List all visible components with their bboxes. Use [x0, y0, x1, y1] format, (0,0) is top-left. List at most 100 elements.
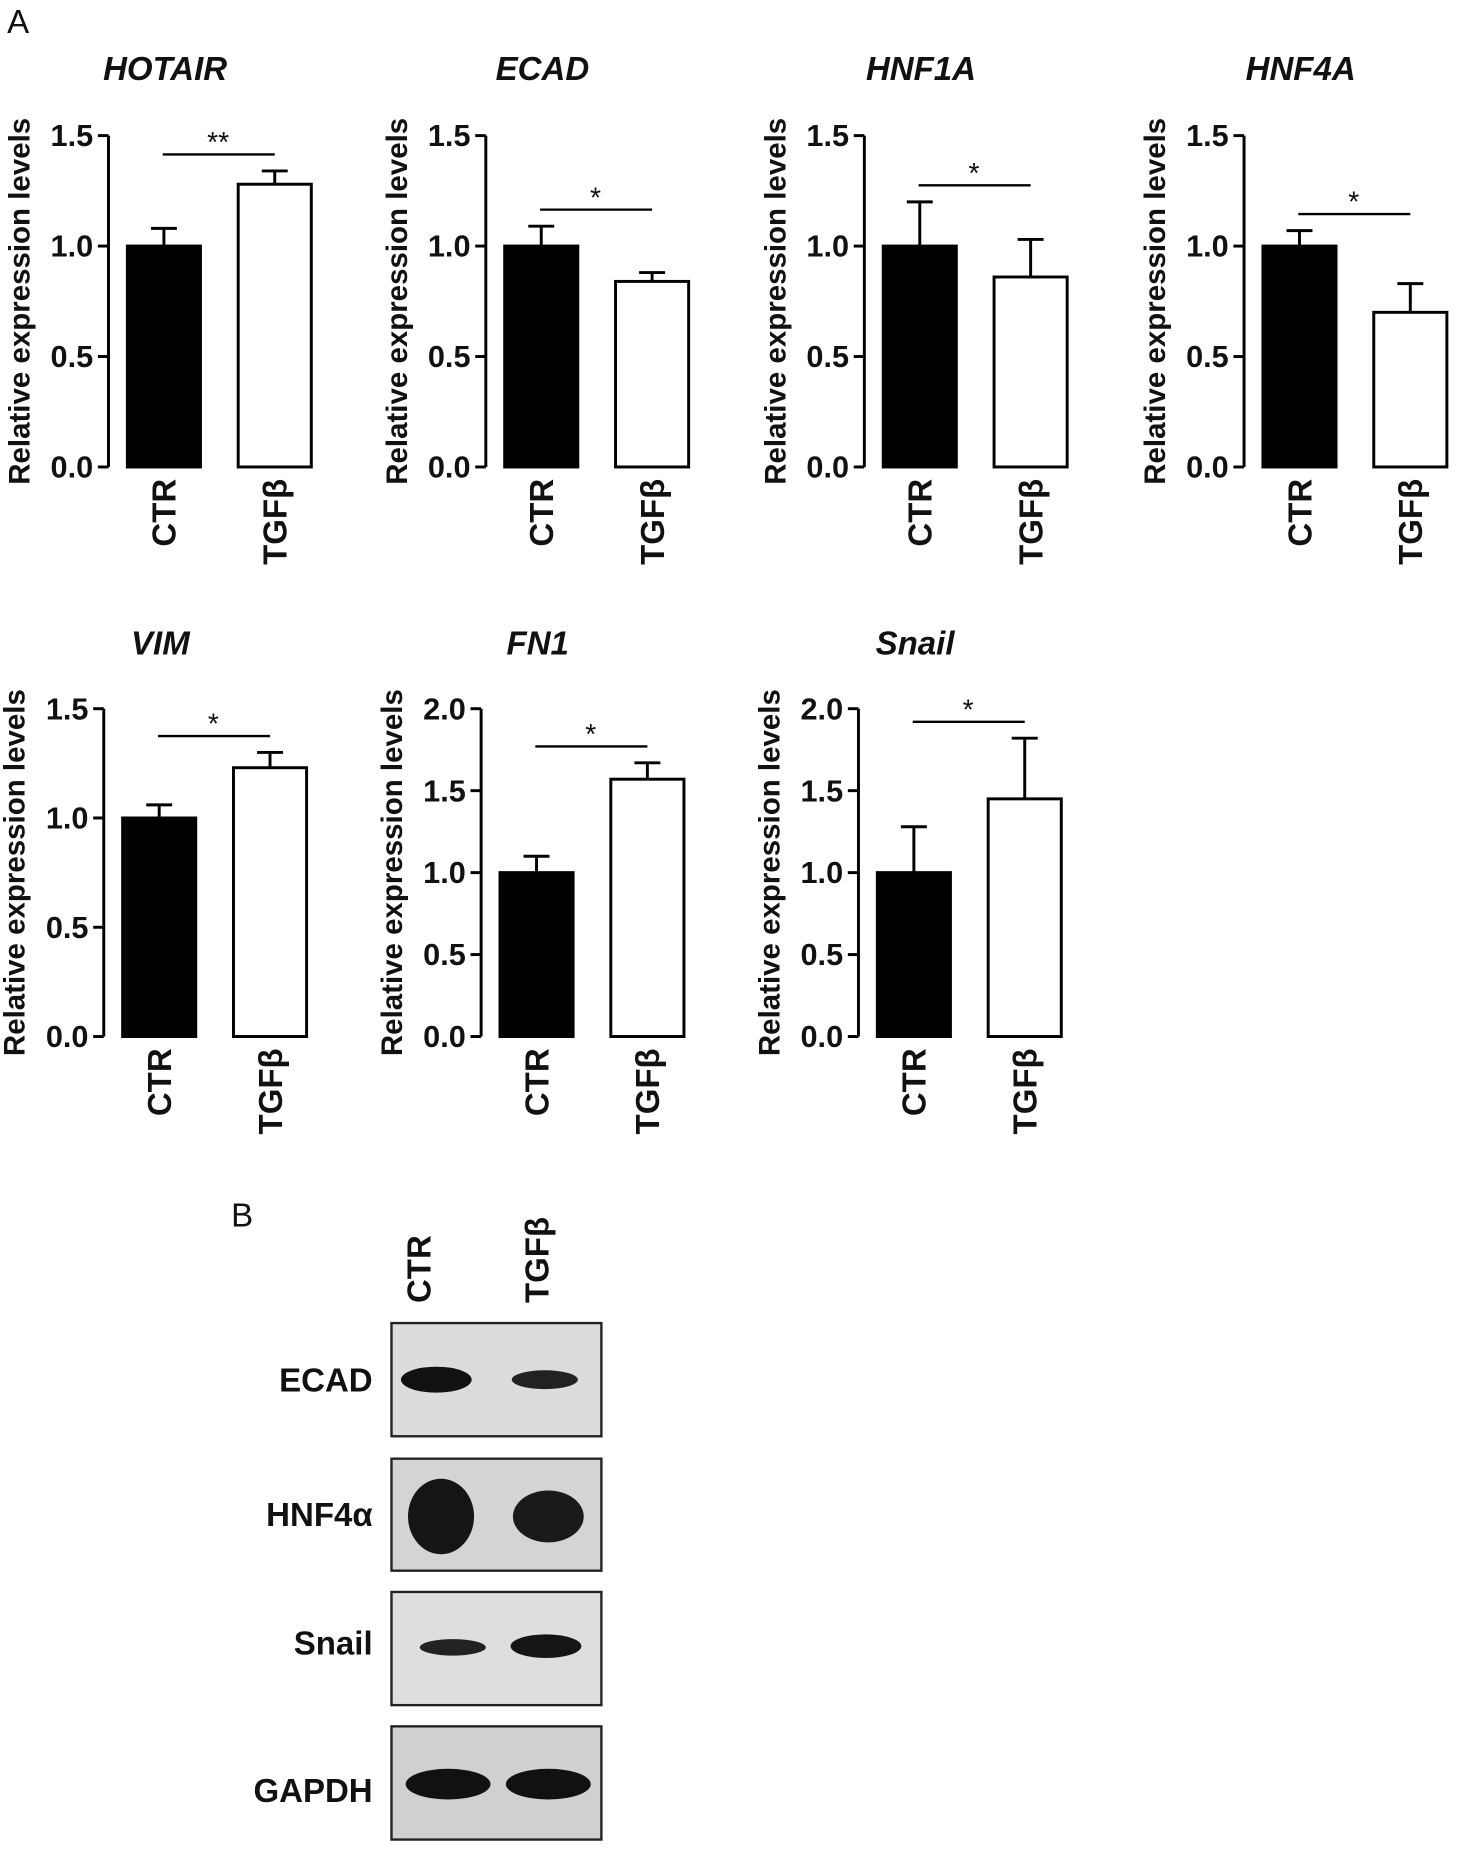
y-tick-label: 0.0 [423, 1020, 466, 1054]
x-tick-label: TGFβ [629, 1048, 666, 1134]
chart-title: HOTAIR [103, 50, 227, 87]
error-bar [639, 271, 666, 282]
significance-label: * [963, 693, 974, 725]
row-label: GAPDH [253, 1772, 372, 1809]
y-tick-label: 1.0 [806, 230, 849, 264]
error-bar [257, 750, 284, 768]
band [510, 1634, 582, 1658]
y-tick-label: 1.5 [423, 774, 466, 808]
chart-title: HNF4A [1246, 50, 1356, 87]
lane-label: TGFβ [518, 1217, 555, 1303]
x-tick-label: TGFβ [252, 1048, 289, 1134]
y-tick-label: 1.0 [801, 856, 844, 890]
y-axis-label: Relative expression levels [759, 118, 792, 485]
y-tick-label: 1.5 [806, 119, 849, 153]
y-tick-label: 0.5 [423, 938, 466, 972]
bar [236, 182, 313, 469]
band [512, 1490, 584, 1543]
lane-label: CTR [400, 1235, 437, 1303]
significance-label: * [969, 157, 980, 189]
y-tick-label: 0.5 [801, 938, 844, 972]
bar [1372, 310, 1449, 469]
bar [503, 244, 580, 469]
y-tick-label: 0.0 [46, 1020, 89, 1054]
y-axis-label: Relative expression levels [376, 689, 409, 1056]
band [511, 1370, 578, 1390]
significance-label: * [585, 718, 596, 750]
x-tick-label: CTR [1281, 479, 1318, 547]
x-tick-label: CTR [902, 479, 939, 547]
row-label: HNF4α [266, 1496, 372, 1533]
band [505, 1768, 591, 1800]
x-tick-label: CTR [896, 1048, 933, 1116]
chart-title: FN1 [507, 624, 569, 661]
error-bar [150, 226, 177, 247]
y-tick-label: 0.5 [428, 340, 471, 374]
significance-label: ** [207, 126, 229, 158]
error-bar [1286, 229, 1313, 247]
y-tick-label: 1.0 [46, 802, 89, 836]
bar [614, 279, 691, 469]
error-bar [1397, 282, 1424, 313]
y-tick-label: 1.5 [46, 692, 89, 726]
y-tick-label: 0.0 [51, 451, 94, 485]
significance-label: * [1348, 186, 1359, 218]
error-bar [1011, 736, 1038, 799]
y-tick-label: 0.0 [428, 451, 471, 485]
y-tick-label: 0.0 [1186, 451, 1229, 485]
bar [986, 797, 1063, 1038]
y-tick-label: 1.0 [51, 230, 94, 264]
band [408, 1478, 475, 1555]
error-bar [634, 761, 661, 780]
y-tick-label: 0.0 [806, 451, 849, 485]
y-axis-label: Relative expression levels [0, 689, 32, 1056]
chart-title: Snail [876, 624, 956, 661]
bar [609, 777, 686, 1038]
error-bar [528, 224, 555, 247]
panel-label: B [231, 1196, 253, 1233]
chart-title: VIM [131, 624, 191, 661]
y-axis-label: Relative expression levels [1139, 118, 1172, 485]
band [419, 1639, 486, 1656]
error-bar [1017, 237, 1044, 277]
x-tick-label: TGFβ [634, 479, 671, 565]
bar [881, 244, 958, 469]
chart-title: ECAD [496, 50, 590, 87]
error-bar [900, 825, 927, 873]
bar [875, 871, 952, 1038]
band [405, 1768, 491, 1800]
y-tick-label: 1.5 [1186, 119, 1229, 153]
x-tick-label: CTR [146, 479, 183, 547]
row-label: Snail [294, 1624, 373, 1661]
error-bar [523, 854, 550, 873]
error-bar [146, 803, 173, 818]
x-tick-label: TGFβ [1012, 479, 1049, 565]
y-tick-label: 1.0 [428, 230, 471, 264]
significance-label: * [208, 708, 219, 740]
x-tick-label: TGFβ [1007, 1048, 1044, 1134]
chart-title: HNF1A [866, 50, 976, 87]
x-tick-label: CTR [523, 479, 560, 547]
y-axis-label: Relative expression levels [753, 689, 786, 1056]
significance-label: * [590, 181, 601, 213]
y-tick-label: 1.0 [423, 856, 466, 890]
y-tick-label: 0.5 [1186, 340, 1229, 374]
y-tick-label: 1.0 [1186, 230, 1229, 264]
y-tick-label: 1.5 [428, 119, 471, 153]
y-axis-label: Relative expression levels [381, 118, 414, 485]
bar [121, 816, 198, 1038]
y-axis-label: Relative expression levels [3, 118, 36, 485]
western-blot [390, 1321, 603, 1841]
row-label: ECAD [279, 1361, 373, 1398]
bar [232, 766, 309, 1038]
x-tick-label: CTR [141, 1048, 178, 1116]
y-tick-label: 0.5 [806, 340, 849, 374]
y-tick-label: 1.5 [801, 774, 844, 808]
band [400, 1366, 472, 1393]
y-tick-label: 1.5 [51, 119, 94, 153]
y-tick-label: 0.5 [51, 340, 94, 374]
y-tick-label: 0.5 [46, 911, 89, 945]
x-tick-label: CTR [518, 1048, 555, 1116]
x-tick-label: TGFβ [257, 479, 294, 565]
